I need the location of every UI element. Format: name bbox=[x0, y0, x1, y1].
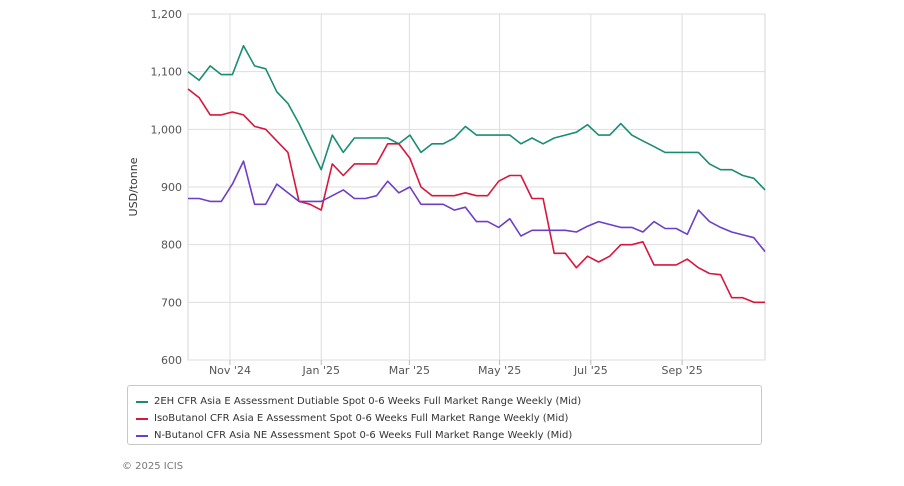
copyright-text: © 2025 ICIS bbox=[122, 461, 184, 472]
series-line-isobutanol bbox=[187, 88, 765, 304]
grid bbox=[187, 13, 766, 361]
series-line-2eh bbox=[187, 44, 766, 191]
y-tick-label: 900 bbox=[161, 181, 182, 194]
line-chart: 600 700 800 900 1,000 1,100 1,200 Nov '24 Jan '2… bbox=[127, 8, 766, 377]
x-tick-label: Jan '25 bbox=[301, 364, 339, 377]
y-tick-label: 1,200 bbox=[151, 8, 183, 21]
y-tick-label: 800 bbox=[161, 239, 182, 252]
legend-item-isobutanol[interactable]: IsoButanol CFR Asia E Assessment Spot 0-… bbox=[136, 410, 753, 427]
x-tick-label: Jul '25 bbox=[573, 364, 608, 377]
axes: 600 700 800 900 1,000 1,100 1,200 Nov '24 Jan '2… bbox=[151, 8, 703, 377]
legend-swatch-isobutanol bbox=[136, 417, 148, 420]
x-tick-label: May '25 bbox=[478, 364, 521, 377]
series-layer bbox=[187, 44, 766, 304]
legend-item-n-butanol[interactable]: N-Butanol CFR Asia NE Assessment Spot 0-… bbox=[136, 427, 753, 444]
legend-label-2eh: 2EH CFR Asia E Assessment Dutiable Spot … bbox=[154, 396, 582, 407]
y-tick-label: 1,100 bbox=[151, 66, 183, 79]
y-axis-label: USD/tonne bbox=[127, 157, 140, 216]
y-tick-label: 700 bbox=[161, 296, 182, 309]
series-line-n-butanol bbox=[188, 160, 766, 253]
legend-swatch-2eh bbox=[136, 400, 148, 403]
legend-label-isobutanol: IsoButanol CFR Asia E Assessment Spot 0-… bbox=[154, 413, 569, 424]
x-tick-label: Sep '25 bbox=[661, 364, 702, 377]
x-tick-label: Mar '25 bbox=[389, 364, 430, 377]
y-tick-label: 1,000 bbox=[151, 123, 183, 136]
y-tick-label: 600 bbox=[161, 354, 182, 367]
legend-label-n-butanol: N-Butanol CFR Asia NE Assessment Spot 0-… bbox=[154, 430, 573, 441]
legend-item-2eh[interactable]: 2EH CFR Asia E Assessment Dutiable Spot … bbox=[136, 393, 753, 410]
legend: 2EH CFR Asia E Assessment Dutiable Spot … bbox=[127, 385, 762, 445]
legend-swatch-n-butanol bbox=[136, 434, 148, 437]
x-tick-label: Nov '24 bbox=[209, 364, 251, 377]
